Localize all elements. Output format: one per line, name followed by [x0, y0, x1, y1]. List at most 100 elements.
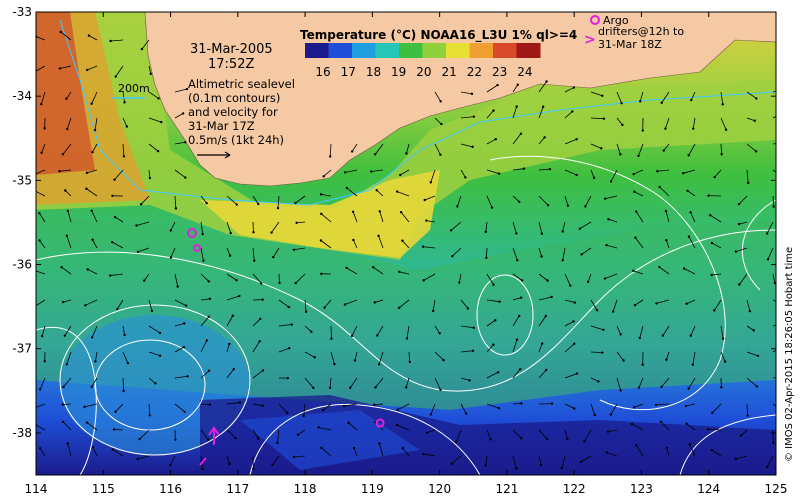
contour-line: [35, 326, 97, 476]
velocity-arrow-head: [494, 138, 497, 141]
velocity-arrow: [746, 91, 757, 99]
velocity-arrow-head: [208, 403, 212, 406]
velocity-arrow-head: [294, 281, 297, 285]
velocity-arrow: [564, 138, 577, 145]
velocity-arrow-head: [471, 349, 475, 352]
velocity-arrow: [278, 324, 292, 327]
velocity-arrow-head: [256, 437, 260, 440]
velocity-arrow: [746, 325, 754, 331]
velocity-arrow: [374, 299, 384, 303]
velocity-arrow: [200, 247, 204, 261]
velocity-arrow-head: [637, 154, 640, 158]
velocity-arrow: [486, 319, 496, 327]
velocity-arrow-head: [747, 181, 750, 185]
velocity-arrow: [112, 449, 124, 457]
lon-tick-label: 123: [630, 482, 653, 496]
velocity-arrow: [402, 240, 410, 249]
velocity-arrow: [460, 91, 473, 95]
colorbar-swatch: [375, 43, 400, 58]
velocity-arrow-head: [272, 255, 275, 259]
velocity-arrow-head: [405, 337, 409, 340]
velocity-arrow: [252, 247, 255, 261]
velocity-arrow: [772, 169, 776, 173]
velocity-arrow-head: [439, 153, 442, 156]
velocity-arrow: [690, 91, 696, 101]
velocity-arrow-head: [90, 102, 93, 105]
velocity-arrow-head: [540, 342, 544, 345]
velocity-arrow-head: [176, 285, 179, 288]
velocity-arrow-head: [468, 379, 471, 382]
velocity-arrow: [36, 191, 46, 197]
velocity-arrow: [252, 403, 263, 407]
velocity-arrow: [631, 423, 644, 431]
velocity-arrow-head: [148, 414, 151, 417]
velocity-arrow: [607, 429, 618, 433]
velocity-arrow-head: [333, 362, 336, 366]
velocity-arrow: [451, 455, 462, 465]
velocity-arrow: [738, 273, 748, 285]
velocity-arrow: [456, 195, 462, 207]
velocity-arrow: [278, 273, 280, 283]
velocity-arrow-head: [654, 403, 658, 406]
velocity-arrow-head: [38, 239, 41, 242]
argo-legend-title: Argo: [603, 14, 629, 27]
velocity-arrow: [63, 299, 72, 303]
velocity-arrow: [635, 211, 644, 223]
velocity-arrow-head: [33, 306, 35, 308]
velocity-arrow: [538, 247, 542, 257]
velocity-arrow: [486, 429, 492, 440]
velocity-arrow: [486, 273, 494, 285]
velocity-arrow: [87, 269, 98, 275]
velocity-arrow: [616, 91, 622, 104]
lon-tick-label: 114: [25, 482, 48, 496]
velocity-arrow: [430, 403, 436, 415]
velocity-arrow: [200, 340, 208, 353]
velocity-arrow-head: [43, 360, 46, 363]
velocity-arrow-head: [619, 153, 622, 156]
velocity-arrow: [564, 273, 571, 286]
velocity-arrow-head: [373, 301, 376, 304]
colorbar-tick-label: 23: [492, 65, 507, 79]
velocity-arrow: [616, 377, 622, 391]
velocity-arrow: [226, 368, 235, 379]
velocity-arrow-head: [111, 240, 114, 244]
velocity-arrow-head: [87, 34, 91, 37]
velocity-arrow: [604, 273, 618, 279]
velocity-arrow-head: [350, 334, 354, 337]
colorbar-swatch: [352, 43, 376, 58]
velocity-arrow: [143, 273, 150, 281]
velocity-arrow: [252, 429, 259, 439]
velocity-arrow: [720, 143, 723, 155]
velocity-arrow-head: [66, 209, 70, 213]
velocity-arrow-head: [472, 326, 476, 329]
velocity-arrow: [226, 221, 232, 234]
velocity-arrow: [564, 299, 575, 303]
velocity-arrow: [562, 247, 566, 261]
velocity-arrow-head: [401, 239, 404, 242]
velocity-arrow-head: [470, 92, 474, 96]
velocity-arrow: [687, 190, 696, 197]
velocity-arrow: [60, 31, 72, 41]
velocity-arrow-head: [685, 302, 688, 305]
velocity-arrow: [113, 429, 124, 431]
velocity-arrow-head: [228, 254, 232, 257]
velocity-arrow-head: [65, 363, 69, 366]
velocity-arrow-head: [370, 170, 373, 173]
velocity-arrow: [376, 325, 384, 336]
velocity-arrow-head: [174, 438, 177, 441]
lat-tick-label: -36: [12, 258, 32, 272]
velocity-arrow-head: [61, 420, 65, 424]
velocity-arrow: [638, 377, 644, 388]
velocity-arrow-head: [484, 464, 487, 467]
velocity-arrow-head: [662, 149, 666, 152]
velocity-arrow: [200, 316, 210, 327]
velocity-arrow-head: [312, 386, 315, 390]
velocity-arrow-head: [62, 385, 65, 389]
velocity-arrow: [665, 210, 670, 223]
velocity-arrow-head: [713, 175, 716, 179]
velocity-arrow: [88, 35, 98, 41]
velocity-arrow: [434, 117, 442, 125]
velocity-arrow: [746, 377, 758, 387]
velocity-arrow-head: [724, 128, 728, 131]
velocity-arrow-head: [401, 446, 404, 450]
